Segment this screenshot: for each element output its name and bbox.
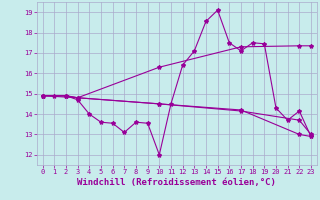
X-axis label: Windchill (Refroidissement éolien,°C): Windchill (Refroidissement éolien,°C) — [77, 178, 276, 187]
